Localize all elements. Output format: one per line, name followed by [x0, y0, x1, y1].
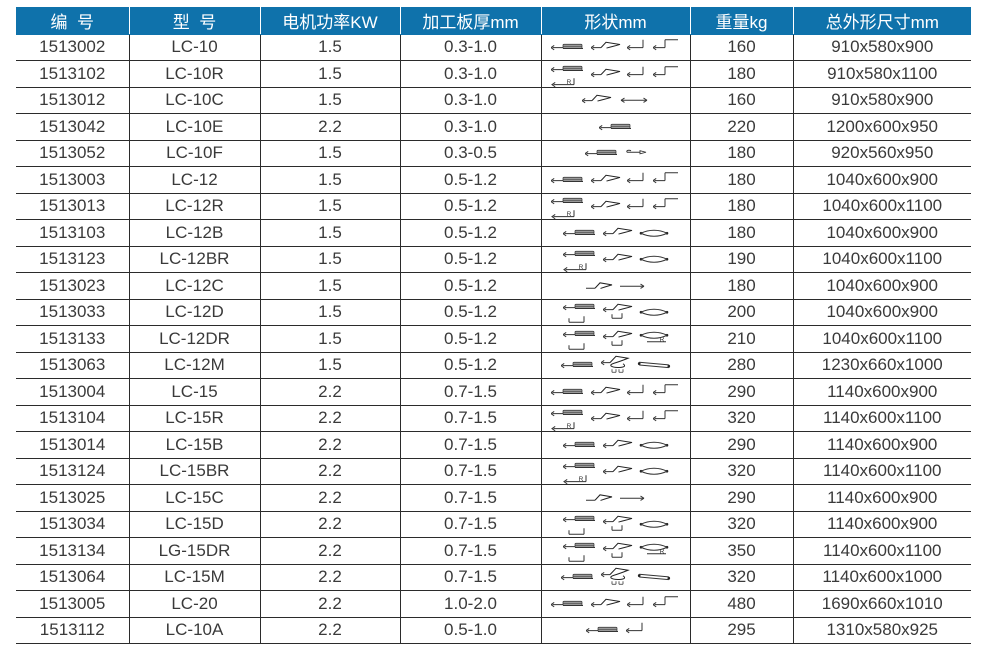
svg-text:R: R — [659, 336, 664, 343]
svg-text:R: R — [567, 423, 572, 430]
svg-text:R: R — [659, 548, 664, 555]
svg-text:R: R — [567, 78, 572, 85]
svg-text:R: R — [578, 476, 583, 483]
svg-text:R: R — [578, 264, 583, 271]
svg-text:R: R — [567, 211, 572, 218]
